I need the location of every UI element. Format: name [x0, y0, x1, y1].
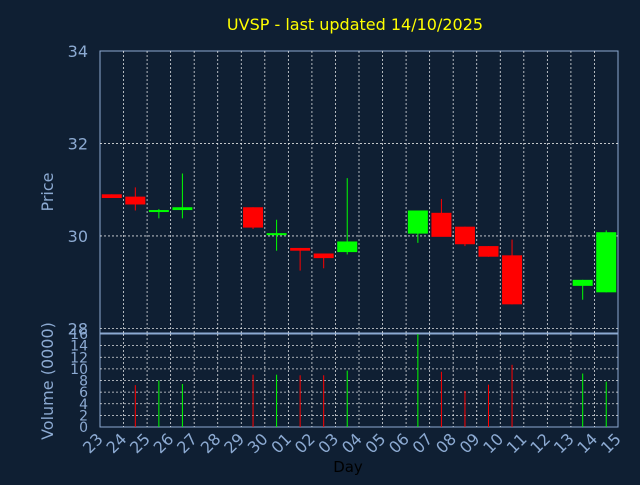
- volume-series: [134, 334, 607, 427]
- candle-body: [572, 279, 593, 286]
- price-y-tick-labels: 28 30 32 34: [68, 42, 88, 338]
- volume-y-tick-label: 14: [70, 339, 88, 355]
- candle-body: [407, 210, 428, 234]
- candle-body: [431, 212, 452, 237]
- candle-body: [313, 253, 334, 259]
- candle-body: [478, 246, 499, 257]
- candle-body: [337, 241, 358, 253]
- volume-y-tick-label: 16: [70, 327, 88, 343]
- candle-body: [596, 232, 617, 293]
- volume-y-tick-label: 6: [79, 385, 88, 401]
- volume-y-tick-label: 4: [79, 397, 88, 413]
- volume-axis-label: Volume (0000): [38, 322, 57, 440]
- chart-title: UVSP - last updated 14/10/2025: [227, 15, 483, 34]
- volume-y-tick-label: 0: [79, 420, 88, 436]
- volume-y-tick-label: 8: [79, 374, 88, 390]
- volume-y-tick-label: 12: [70, 350, 88, 366]
- candlestick-series: [101, 173, 617, 305]
- x-tick-label: 15: [597, 429, 625, 457]
- candle-body: [502, 255, 523, 305]
- candle-body: [101, 194, 122, 199]
- candle-body: [454, 226, 475, 245]
- price-y-tick-label: 32: [68, 134, 88, 153]
- candle-body: [290, 247, 311, 251]
- price-axis-label: Price: [38, 172, 57, 211]
- volume-y-tick-label: 2: [79, 408, 88, 424]
- volume-grid: [100, 334, 618, 427]
- candle-body: [172, 207, 193, 211]
- x-tick-labels: 2324252627282930010203040506070809101112…: [79, 429, 625, 457]
- candle-body: [125, 196, 146, 205]
- price-y-tick-label: 28: [68, 319, 88, 338]
- x-axis-label: Day: [333, 458, 363, 476]
- price-grid: [100, 51, 618, 333]
- price-y-tick-label: 34: [68, 42, 88, 61]
- candle-body: [243, 207, 264, 228]
- candle-body: [148, 210, 169, 213]
- volume-y-tick-label: 10: [70, 362, 88, 378]
- price-y-tick-label: 30: [68, 227, 88, 246]
- candle-body: [266, 233, 287, 236]
